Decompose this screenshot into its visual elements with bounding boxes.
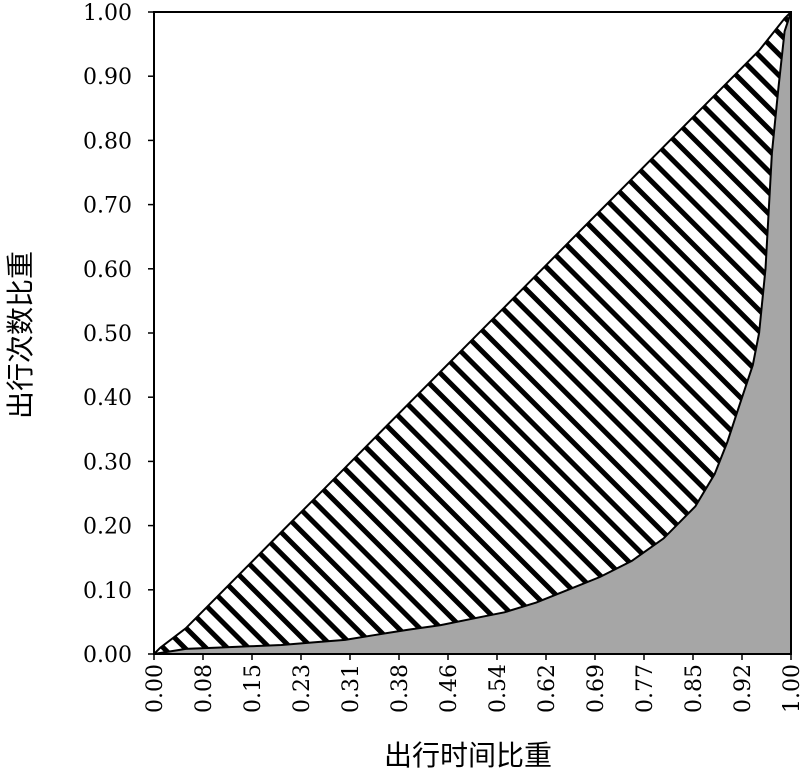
y-axis-title: 出行次数比重 [4,251,37,419]
y-tick-label: 0.40 [83,386,132,411]
gray-filled-area [154,12,791,654]
lower-curve-line [153,11,792,655]
x-tick-label: 0.69 [584,664,609,713]
series-layer [153,11,792,655]
x-tick-label: 0.85 [682,664,707,713]
x-tick-label: 0.23 [290,664,315,713]
y-tick-label: 0.20 [83,515,132,540]
x-tick-label: 0.08 [192,664,217,713]
y-tick-label: 0.60 [83,258,132,283]
x-tick-label: 0.77 [633,664,658,713]
x-axis: 0.00 0.08 0.15 0.23 0.31 0.38 0.46 0.54 0.62 0.69… [143,654,800,713]
y-tick-label: 0.90 [83,65,132,90]
hatched-area [154,12,791,654]
x-axis-title: 出行时间比重 [384,739,552,772]
y-tick-label: 0.10 [83,579,132,604]
x-tick-label: 0.92 [731,664,756,713]
x-tick-label: 0.00 [143,664,168,713]
upper-curve-line [153,11,792,655]
y-tick-label: 1.00 [83,1,132,26]
y-tick-label: 0.70 [83,194,132,219]
x-tick-label: 1.00 [780,664,800,713]
y-tick-label: 0.00 [83,643,132,668]
x-tick-label: 0.62 [535,664,560,713]
x-tick-label: 0.54 [486,664,511,713]
y-tick-label: 0.50 [83,322,132,347]
x-tick-label: 0.15 [241,664,266,713]
x-tick-label: 0.31 [339,664,364,713]
y-tick-label: 0.30 [83,450,132,475]
x-tick-label: 0.38 [388,664,413,713]
y-tick-label: 0.80 [83,129,132,154]
y-axis: 0.00 0.10 0.20 0.30 0.40 0.50 0.60 0.70 0.80 0.90… [83,1,154,668]
x-tick-label: 0.46 [437,664,462,713]
